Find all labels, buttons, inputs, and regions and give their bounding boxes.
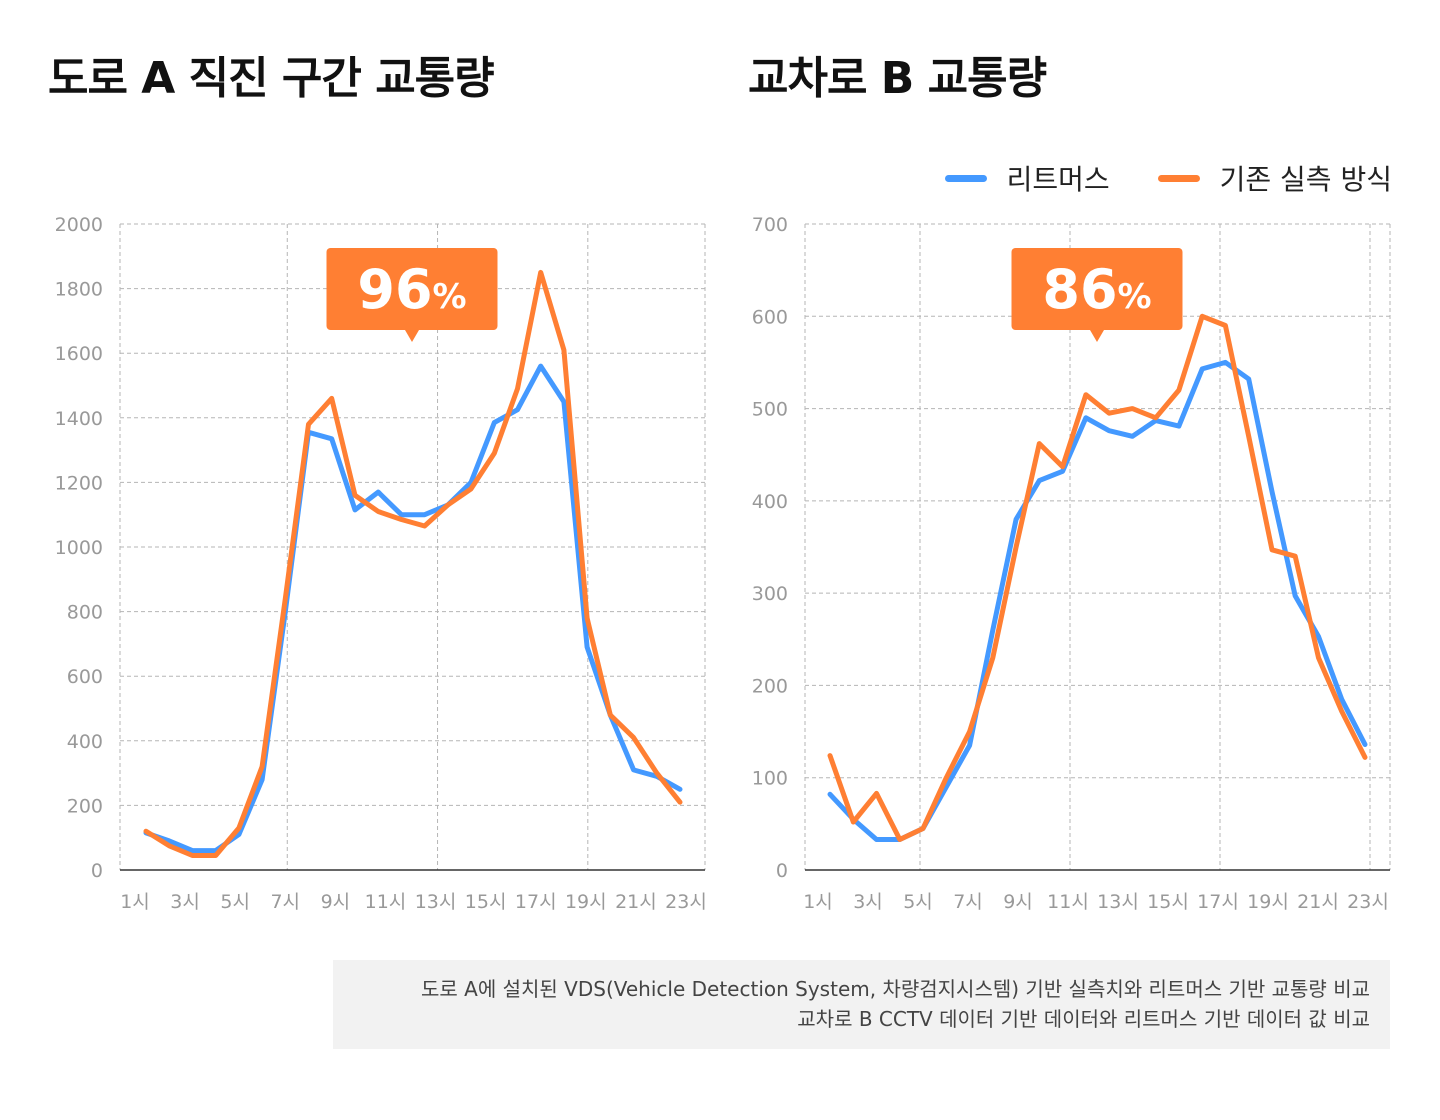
- x-tick-label: 13시: [415, 891, 457, 913]
- y-tick-label: 300: [752, 583, 788, 605]
- y-tick-label: 0: [91, 860, 103, 882]
- legend-swatch-blue: [944, 174, 987, 182]
- y-tick-label: 700: [752, 214, 788, 236]
- x-tick-label: 23시: [1347, 891, 1389, 913]
- x-tick-label: 11시: [365, 891, 407, 913]
- x-tick-label: 3시: [170, 891, 200, 913]
- x-tick-label: 5시: [903, 891, 933, 913]
- y-tick-label: 400: [67, 731, 103, 753]
- x-tick-label: 9시: [321, 891, 351, 913]
- legend-label: 기존 실측 방식: [1219, 163, 1392, 196]
- chart-title-road-a: 도로 A 직진 구간 교통량: [48, 53, 495, 104]
- x-tick-label: 1시: [803, 891, 833, 913]
- y-tick-label: 600: [67, 666, 103, 688]
- y-tick-label: 200: [67, 795, 103, 817]
- x-tick-label: 19시: [1247, 891, 1289, 913]
- y-tick-label: 1800: [55, 279, 103, 301]
- x-tick-label: 7시: [953, 891, 983, 913]
- x-tick-label: 9시: [1003, 891, 1033, 913]
- x-tick-label: 13시: [1097, 891, 1139, 913]
- caption-line-1: 도로 A에 설치된 VDS(Vehicle Detection System, …: [421, 977, 1370, 1001]
- series-line-litmus: [143, 363, 683, 854]
- accuracy-badge: [326, 248, 498, 330]
- y-tick-label: 400: [752, 491, 788, 513]
- chart-title-intersection-b: 교차로 B 교통량: [748, 53, 1047, 104]
- y-tick-label: 1000: [55, 537, 103, 559]
- caption-box: 도로 A에 설치된 VDS(Vehicle Detection System, …: [333, 960, 1390, 1049]
- x-tick-label: 11시: [1047, 891, 1089, 913]
- x-tick-label: 17시: [1197, 891, 1239, 913]
- caption-line-2: 교차로 B CCTV 데이터 기반 데이터와 리트머스 기반 데이터 값 비교: [797, 1007, 1370, 1031]
- accuracy-badge: [1011, 248, 1183, 330]
- series-line-litmus: [827, 359, 1368, 842]
- x-tick-label: 5시: [220, 891, 250, 913]
- y-tick-label: 100: [752, 768, 788, 790]
- y-tick-label: 500: [752, 399, 788, 421]
- x-tick-label: 23시: [665, 891, 707, 913]
- badge-pointer: [1090, 330, 1104, 342]
- y-tick-label: 800: [67, 602, 103, 624]
- legend: 리트머스 기존 실측 방식: [897, 158, 1392, 198]
- y-tick-label: 200: [752, 675, 788, 697]
- accuracy-badge-value: 96%: [357, 258, 466, 321]
- series-line-legacy: [827, 313, 1368, 842]
- legend-swatch-orange: [1157, 174, 1200, 182]
- y-tick-label: 1600: [55, 343, 103, 365]
- x-tick-label: 21시: [615, 891, 657, 913]
- x-tick-label: 19시: [565, 891, 607, 913]
- y-tick-label: 2000: [55, 214, 103, 236]
- badge-pointer: [405, 330, 419, 342]
- y-tick-label: 1200: [55, 472, 103, 494]
- y-tick-label: 600: [752, 306, 788, 328]
- accuracy-badge-value: 86%: [1042, 258, 1151, 321]
- x-tick-label: 15시: [1147, 891, 1189, 913]
- x-tick-label: 7시: [270, 891, 300, 913]
- y-tick-label: 1400: [55, 408, 103, 430]
- series-line-legacy: [143, 269, 683, 858]
- legend-item-legacy: 기존 실측 방식: [1157, 158, 1392, 198]
- x-tick-label: 3시: [853, 891, 883, 913]
- legend-item-litmus: 리트머스: [944, 158, 1110, 198]
- legend-label: 리트머스: [1006, 163, 1110, 196]
- x-tick-label: 15시: [465, 891, 507, 913]
- x-tick-label: 1시: [120, 891, 150, 913]
- y-tick-label: 0: [776, 860, 788, 882]
- x-tick-label: 17시: [515, 891, 557, 913]
- x-tick-label: 21시: [1297, 891, 1339, 913]
